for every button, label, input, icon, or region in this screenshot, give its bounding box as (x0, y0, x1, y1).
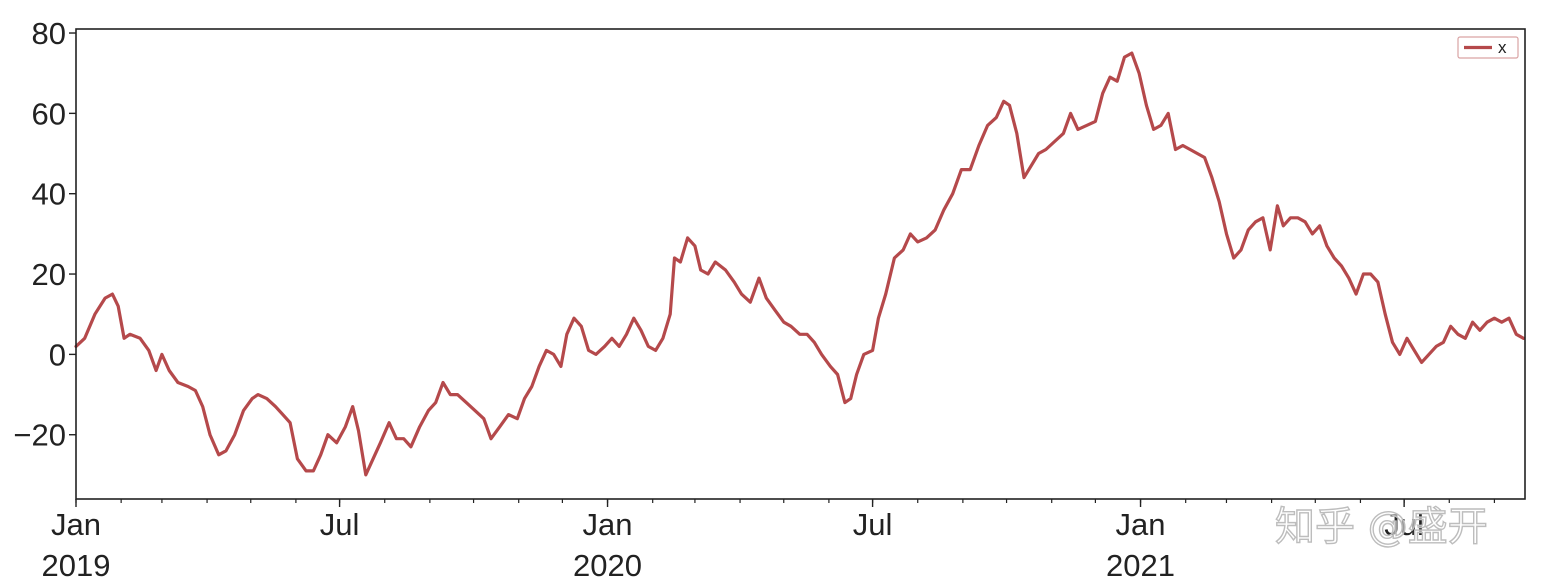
x-tick-year-label: 2019 (42, 548, 111, 583)
x-tick-year-label: 2021 (1106, 548, 1175, 583)
x-tick-label: Jan (1116, 507, 1166, 542)
x-tick-label: Jul (320, 507, 360, 542)
x-tick-year-label: 2020 (573, 548, 642, 583)
y-tick-label: 0 (49, 337, 66, 372)
legend: x (1457, 36, 1519, 59)
x-tick-label: Jul (1384, 507, 1424, 542)
plot-area (76, 29, 1525, 499)
watermark-text: 知乎 @盛开 (1275, 504, 1488, 550)
plot-background (76, 29, 1525, 499)
y-tick-label: 40 (32, 177, 66, 212)
y-tick-label: 80 (32, 16, 66, 51)
legend-label: x (1498, 38, 1507, 57)
x-tick-label: Jul (853, 507, 893, 542)
series-line-x (74, 51, 1526, 477)
axes: 80 60 40 20 0 −20 Jan 2019 Jul Jan 2020 Jul Jan 2021 J… (13, 16, 1526, 583)
y-tick-label: −20 (13, 418, 66, 453)
y-tick-label: 20 (32, 257, 66, 292)
axes-frame (75, 28, 1526, 500)
series-layer (74, 51, 1526, 477)
y-tick-label: 60 (32, 96, 66, 131)
x-tick-label: Jan (583, 507, 633, 542)
x-tick-label: Jan (51, 507, 101, 542)
